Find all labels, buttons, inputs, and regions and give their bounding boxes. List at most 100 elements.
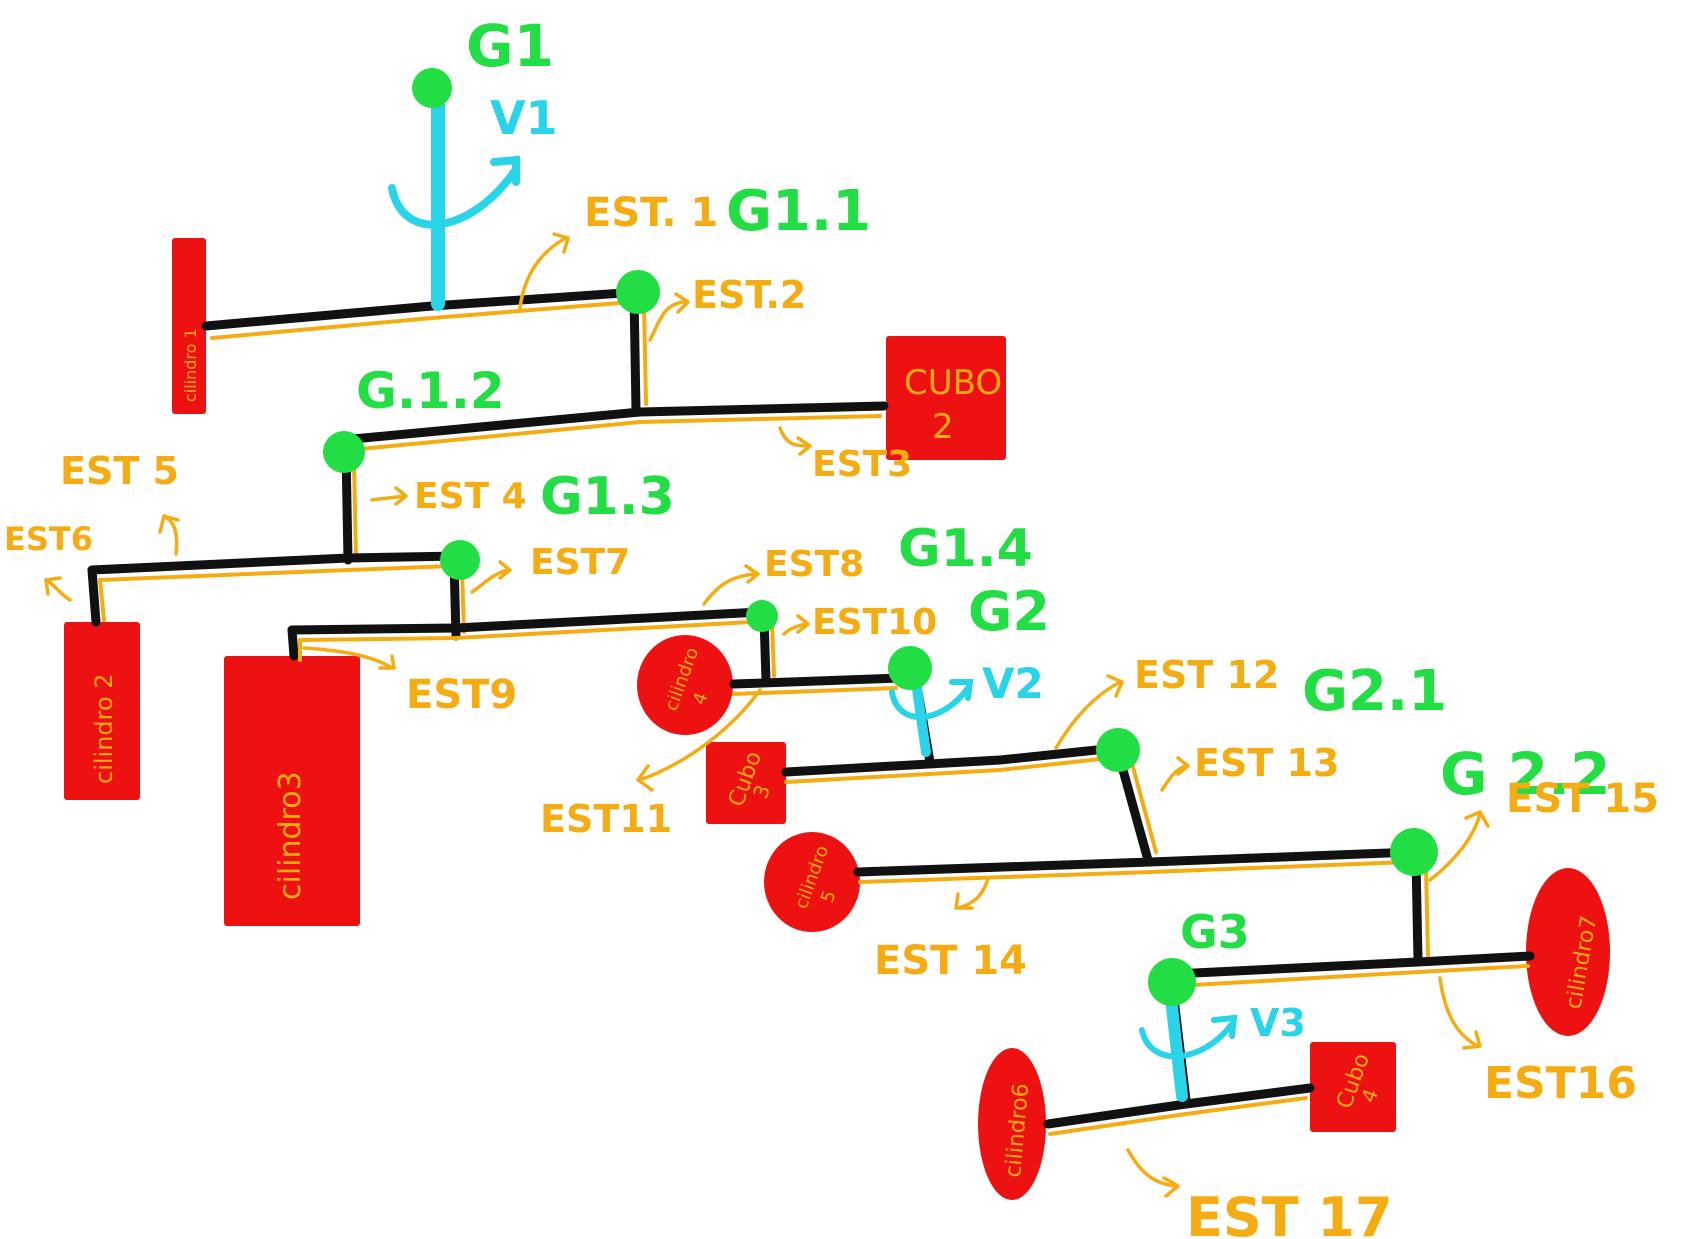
hanger-g12-est4 [352,460,358,558]
hanger-cilindro2-est6 [98,578,106,622]
node-g21 [1096,728,1140,772]
label-est1: EST. 1 [584,190,718,236]
leader-est4 [370,486,408,506]
object-cubo2 [886,336,1006,460]
object-cilindro4 [637,635,733,735]
hanger-g22-est15 [1424,866,1430,958]
hanger-cilindro2 [87,565,101,627]
hanger-g21-est13 [1128,754,1158,854]
label-cilindro3: cilindro3 [273,771,308,900]
bar-g2-est12 [784,756,1112,784]
leader-est9 [302,646,396,670]
strut-labels: EST. 1 EST.2 EST3 EST 4 EST 5 EST6 EST7 … [4,190,1659,1239]
object-cubo4 [1310,1042,1396,1132]
label-g13: G1.3 [540,467,675,527]
leader-est16 [1438,976,1482,1050]
leader-est15 [1428,810,1490,882]
leader-est3 [778,426,812,456]
label-g22: G 2.2 [1440,740,1611,808]
hanger-g14-est10 [770,620,776,678]
bar-g22 [1169,951,1535,979]
label-est5: EST 5 [60,449,179,493]
leader-est14 [954,876,990,910]
object-cilindro6 [978,1048,1046,1200]
label-est6: EST6 [4,520,93,558]
label-cilindro2: cilindro 2 [90,673,118,784]
label-est7: EST7 [530,542,630,583]
object-cilindro7 [1526,868,1610,1036]
label-g1: G1 [466,12,554,80]
label-g21: G2.1 [1302,659,1447,724]
hanger-g11-est2 [642,302,648,406]
bar-g14-est11 [732,686,898,696]
nodes [323,68,1438,1006]
label-est12: EST 12 [1134,653,1279,697]
bar-g21 [853,847,1419,877]
object-cilindro1 [172,238,206,414]
velocity-labels: V1 V2 V3 [490,91,1306,1045]
v1-curve-arrow [388,168,518,229]
v2-arrow-head [949,679,974,701]
leader-est10 [782,614,810,636]
bar-g12 [87,551,465,575]
leaders [44,232,1490,1198]
bar-g2 [781,743,1121,777]
node-g2 [888,646,932,690]
hanger-g22 [1411,855,1423,965]
bar-g1-est1 [210,300,634,340]
node-g1 [412,68,452,108]
node-g3 [1148,958,1196,1006]
velocities [388,81,1238,1102]
label-est9: EST9 [406,672,517,718]
label-est2: EST.2 [692,273,806,317]
label-est13: EST 13 [1194,741,1339,785]
hanger-cilindro3 [287,625,299,661]
node-g14 [746,600,778,632]
bar-g11 [337,401,889,445]
label-cubo2-line2: 2 [932,407,954,447]
node-g12 [323,431,365,473]
v2-curve-arrow [889,685,971,720]
label-g11: G1.1 [726,179,871,244]
bar-g14 [729,673,905,689]
label-cilindro1: cilindro 1 [181,328,200,402]
label-est16: EST16 [1484,1058,1637,1109]
label-est11: EST11 [540,797,672,841]
leader-est17 [1126,1148,1180,1198]
label-v3: V3 [1250,1001,1306,1045]
leader-est5 [158,514,180,556]
label-est4: EST 4 [414,476,527,517]
bar-g3 [1043,1083,1315,1129]
leader-est2 [648,292,690,342]
object-cilindro3 [224,656,360,926]
label-est8: EST8 [764,544,864,585]
leader-est7 [470,560,512,594]
object-cilindro5 [764,832,860,932]
leader-est12 [1054,674,1124,750]
bar-g13-est8 [298,620,754,642]
label-est3: EST3 [812,444,912,485]
node-g11 [616,270,660,314]
label-v2: V2 [982,659,1044,708]
label-g3: G3 [1180,905,1250,959]
label-v1: V1 [490,91,558,145]
label-est10: EST10 [812,602,937,643]
bar-g12-est5 [98,564,454,582]
label-g2: G2 [968,580,1050,643]
bar-g3-est17 [1048,1096,1308,1136]
objects [64,238,1610,1200]
node-g22 [1390,828,1438,876]
leader-est6 [44,576,72,602]
v3-arrow-head [1211,1014,1238,1039]
node-g13 [440,540,480,580]
label-cubo2-line1: CUBO [904,363,1002,403]
bar-g11-est3 [348,414,882,452]
v3-curve-arrow [1139,1021,1235,1060]
label-g14: G1.4 [898,519,1033,579]
node-labels: G1 G1.1 G.1.2 G1.3 G1.4 G2 G2.1 G 2.2 G3 [356,12,1611,959]
leader-est1 [518,232,570,310]
bar-g22-est16 [1174,964,1530,988]
label-est17: EST 17 [1186,1186,1393,1239]
bar-g21-est14 [858,860,1410,884]
